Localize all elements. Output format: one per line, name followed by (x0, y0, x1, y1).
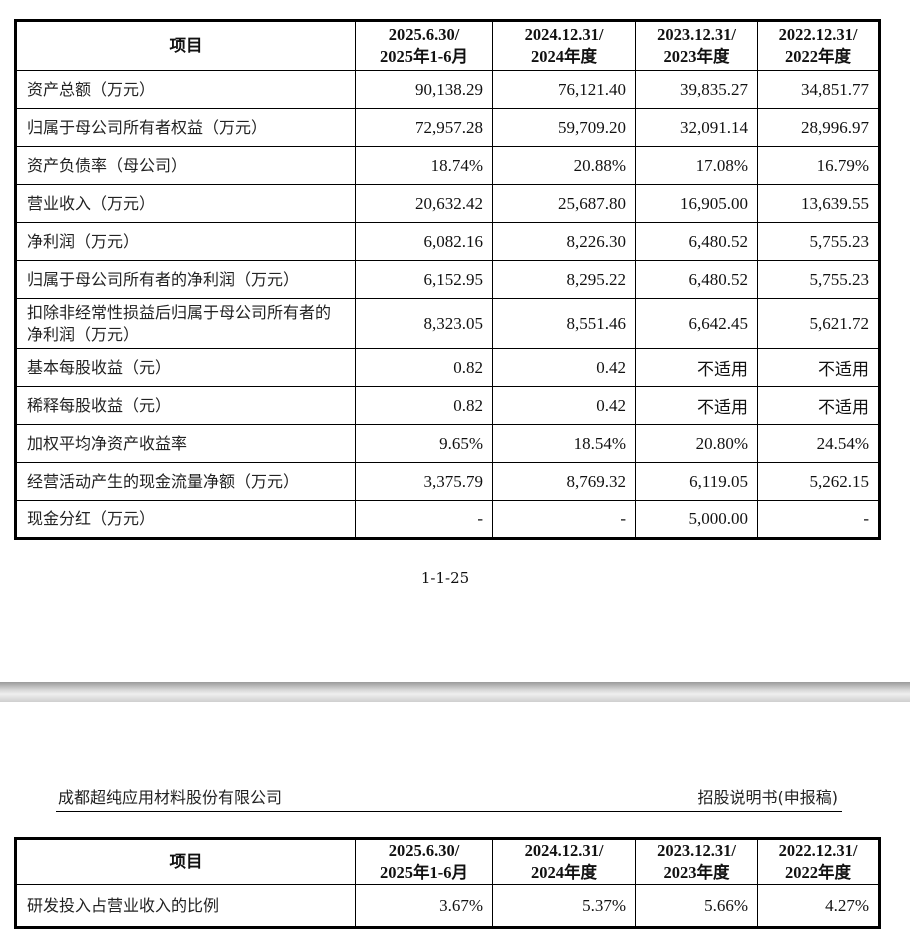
row-label: 稀释每股收益（元） (15, 386, 356, 425)
row-value: 0.82 (355, 386, 493, 425)
row-value: 76,121.40 (492, 70, 636, 109)
row-label: 资产总额（万元） (15, 70, 356, 109)
table-row: 加权平均净资产收益率 9.65% 18.54% 20.80% 24.54% (15, 424, 880, 463)
row-label: 扣除非经常性损益后归属于母公司所有者的净利润（万元） (15, 298, 356, 349)
row-value: 8,226.30 (492, 222, 636, 261)
column-header-period: 2023.12.31/ 2023年度 (635, 838, 758, 885)
financial-summary-table: 项目 2025.6.30/ 2025年1-6月 2024.12.31/ 2024年度… (14, 19, 881, 540)
row-label: 加权平均净资产收益率 (15, 424, 356, 463)
row-value: 20.88% (492, 146, 636, 185)
row-value: 20.80% (635, 424, 758, 463)
column-header-period: 2024.12.31/ 2024年度 (492, 20, 636, 71)
row-label: 归属于母公司所有者权益（万元） (15, 108, 356, 147)
table-row: 净利润（万元） 6,082.16 8,226.30 6,480.52 5,755.23 (15, 222, 880, 261)
row-value: 16,905.00 (635, 184, 758, 223)
row-value: 72,957.28 (355, 108, 493, 147)
row-value: 17.08% (635, 146, 758, 185)
table-row: 扣除非经常性损益后归属于母公司所有者的净利润（万元） 8,323.05 8,551.… (15, 298, 880, 349)
column-header-item: 项目 (15, 20, 356, 71)
table-row: 资产负债率（母公司） 18.74% 20.88% 17.08% 16.79% (15, 146, 880, 185)
row-value: 9.65% (355, 424, 493, 463)
page-divider (0, 682, 910, 702)
row-value: 6,480.52 (635, 260, 758, 299)
column-header-period: 2022.12.31/ 2022年度 (757, 20, 880, 71)
row-value: 6,119.05 (635, 462, 758, 501)
row-value: 39,835.27 (635, 70, 758, 109)
table-row: 资产总额（万元） 90,138.29 76,121.40 39,835.27 34,85… (15, 70, 880, 109)
row-value: 5,755.23 (757, 222, 880, 261)
table-row: 基本每股收益（元） 0.82 0.42 不适用 不适用 (15, 348, 880, 387)
row-value: 8,551.46 (492, 298, 636, 349)
row-value: 13,639.55 (757, 184, 880, 223)
table-row: 现金分红（万元） - -5,000.00- (15, 500, 880, 539)
row-label: 净利润（万元） (15, 222, 356, 261)
row-value: 59,709.20 (492, 108, 636, 147)
row-value: 8,769.32 (492, 462, 636, 501)
row-label: 研发投入占营业收入的比例 (15, 884, 356, 928)
row-value: 6,082.16 (355, 222, 493, 261)
table-row: 经营活动产生的现金流量净额（万元） 3,375.79 8,769.32 6,119.0… (15, 462, 880, 501)
row-value: 不适用 (757, 386, 880, 425)
column-header-period: 2023.12.31/ 2023年度 (635, 20, 758, 71)
row-value: 18.54% (492, 424, 636, 463)
row-label: 现金分红（万元） (15, 500, 356, 539)
row-value: 不适用 (757, 348, 880, 387)
row-value: 5.66% (635, 884, 758, 928)
table-row: 研发投入占营业收入的比例 3.67% 5.37% 5.66% 4.27% (15, 884, 880, 928)
row-value: 90,138.29 (355, 70, 493, 109)
row-value: 6,642.45 (635, 298, 758, 349)
column-header-period: 2022.12.31/ 2022年度 (757, 838, 880, 885)
column-header-period: 2025.6.30/ 2025年1-6月 (355, 838, 493, 885)
row-value: 3.67% (355, 884, 493, 928)
row-value: 5.37% (492, 884, 636, 928)
row-value: 5,000.00 (635, 500, 758, 539)
row-value: 5,621.72 (757, 298, 880, 349)
row-value: 6,152.95 (355, 260, 493, 299)
column-header-period: 2024.12.31/ 2024年度 (492, 838, 636, 885)
row-value: - (757, 500, 880, 539)
row-value: 0.42 (492, 386, 636, 425)
rd-ratio-table: 项目 2025.6.30/ 2025年1-6月 2024.12.31/ 2024年度… (14, 837, 881, 929)
row-value: 8,295.22 (492, 260, 636, 299)
row-value: - (492, 500, 636, 539)
row-value: - (355, 500, 493, 539)
row-value: 25,687.80 (492, 184, 636, 223)
table-row: 营业收入（万元） 20,632.42 25,687.80 16,905.00 13,63… (15, 184, 880, 223)
company-name: 成都超纯应用材料股份有限公司 (58, 788, 283, 807)
row-value: 28,996.97 (757, 108, 880, 147)
document-header: 成都超纯应用材料股份有限公司 招股说明书(申报稿) (56, 784, 842, 812)
row-value: 18.74% (355, 146, 493, 185)
table-row: 稀释每股收益（元） 0.82 0.42 不适用 不适用 (15, 386, 880, 425)
document-type: 招股说明书(申报稿) (697, 788, 839, 807)
column-header-period: 2025.6.30/ 2025年1-6月 (355, 20, 493, 71)
row-label: 基本每股收益（元） (15, 348, 356, 387)
row-label: 经营活动产生的现金流量净额（万元） (15, 462, 356, 501)
row-value: 34,851.77 (757, 70, 880, 109)
row-value: 32,091.14 (635, 108, 758, 147)
row-value: 5,755.23 (757, 260, 880, 299)
row-value: 5,262.15 (757, 462, 880, 501)
row-value: 20,632.42 (355, 184, 493, 223)
row-value: 16.79% (757, 146, 880, 185)
row-value: 4.27% (757, 884, 880, 928)
column-header-item: 项目 (15, 838, 356, 885)
table-header-row: 项目 2025.6.30/ 2025年1-6月 2024.12.31/ 2024年度… (15, 20, 880, 71)
page-number: 1-1-25 (420, 569, 470, 587)
row-value: 3,375.79 (355, 462, 493, 501)
row-value: 6,480.52 (635, 222, 758, 261)
row-label: 营业收入（万元） (15, 184, 356, 223)
table-header-row: 项目 2025.6.30/ 2025年1-6月 2024.12.31/ 2024年度… (15, 838, 880, 885)
table-row: 归属于母公司所有者权益（万元） 72,957.28 59,709.20 32,091.… (15, 108, 880, 147)
row-value: 0.42 (492, 348, 636, 387)
table-row: 归属于母公司所有者的净利润（万元） 6,152.95 8,295.22 6,480.5… (15, 260, 880, 299)
row-value: 24.54% (757, 424, 880, 463)
row-value: 0.82 (355, 348, 493, 387)
row-value: 8,323.05 (355, 298, 493, 349)
row-value: 不适用 (635, 348, 758, 387)
row-label: 资产负债率（母公司） (15, 146, 356, 185)
row-label: 归属于母公司所有者的净利润（万元） (15, 260, 356, 299)
row-value: 不适用 (635, 386, 758, 425)
